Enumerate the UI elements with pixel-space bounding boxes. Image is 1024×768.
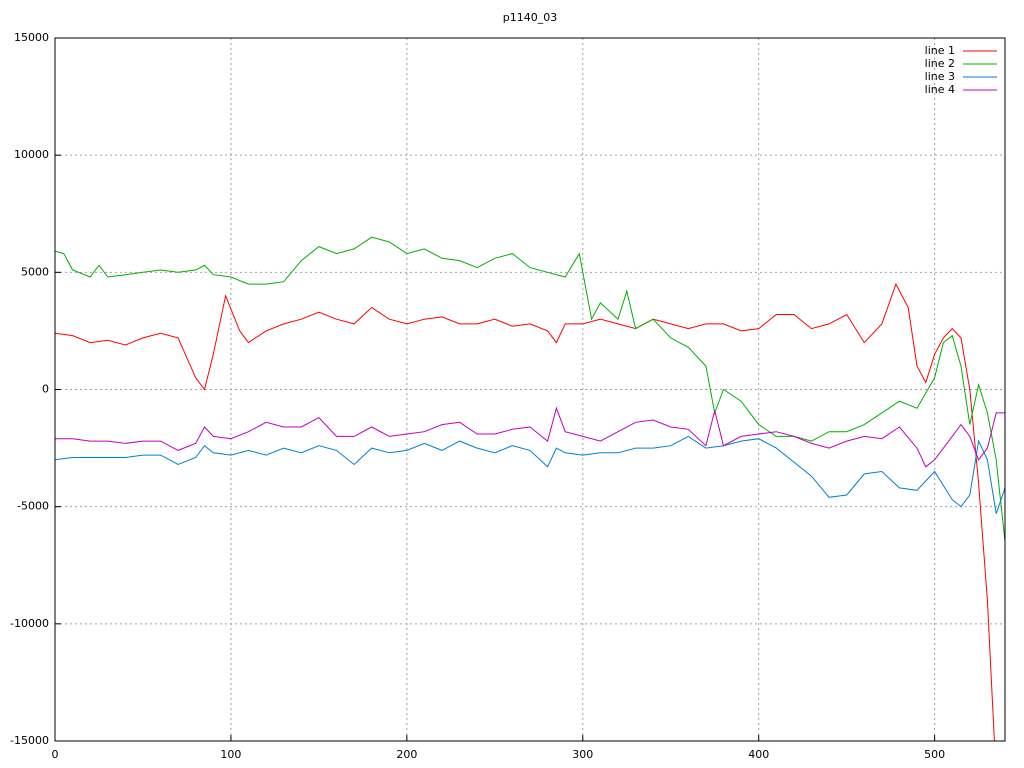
legend-label: line 2 bbox=[925, 57, 955, 70]
y-tick-label: 0 bbox=[42, 383, 49, 396]
x-tick-label: 100 bbox=[220, 748, 241, 761]
y-tick-label: -10000 bbox=[10, 617, 49, 630]
y-tick-label: -5000 bbox=[17, 500, 49, 513]
x-tick-label: 300 bbox=[572, 748, 593, 761]
x-tick-label: 0 bbox=[52, 748, 59, 761]
y-tick-label: -15000 bbox=[10, 734, 49, 747]
y-tick-label: 15000 bbox=[14, 31, 49, 44]
x-tick-label: 500 bbox=[924, 748, 945, 761]
series-line bbox=[55, 435, 1005, 514]
x-tick-label: 200 bbox=[396, 748, 417, 761]
series-line bbox=[55, 406, 1005, 468]
legend-label: line 4 bbox=[925, 83, 955, 96]
y-tick-label: 10000 bbox=[14, 148, 49, 161]
legend-label: line 3 bbox=[925, 70, 955, 83]
plot-border bbox=[54, 37, 1006, 742]
legend-label: line 1 bbox=[925, 44, 955, 57]
y-tick-label: 5000 bbox=[21, 265, 49, 278]
series-line bbox=[55, 236, 1005, 542]
x-tick-label: 400 bbox=[748, 748, 769, 761]
series-line bbox=[55, 282, 995, 741]
chart-title: p1140_03 bbox=[503, 11, 557, 24]
